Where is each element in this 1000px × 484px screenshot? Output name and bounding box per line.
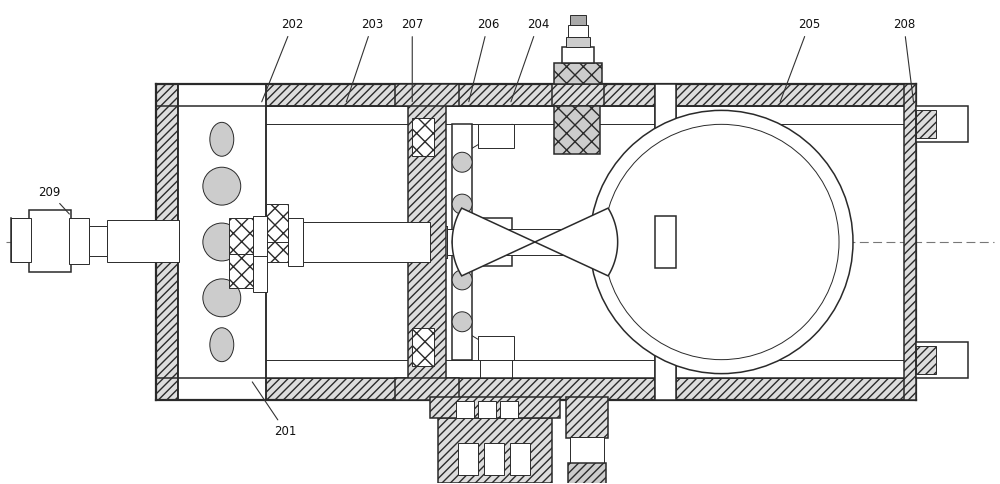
Bar: [253, 256, 267, 292]
Bar: [478, 401, 496, 419]
Text: 206: 206: [469, 18, 499, 102]
Bar: [916, 110, 936, 138]
Bar: [229, 218, 253, 256]
Bar: [478, 124, 514, 148]
Bar: [568, 463, 606, 484]
Circle shape: [452, 194, 472, 214]
Circle shape: [203, 279, 241, 317]
Bar: [303, 222, 430, 262]
Bar: [288, 218, 303, 266]
Text: 204: 204: [511, 18, 549, 102]
Bar: [554, 106, 600, 154]
Bar: [412, 328, 434, 365]
Circle shape: [452, 312, 472, 332]
Bar: [107, 220, 179, 262]
Bar: [156, 84, 916, 106]
Bar: [510, 443, 530, 475]
Bar: [458, 443, 478, 475]
Circle shape: [203, 223, 241, 261]
Bar: [566, 37, 590, 46]
Bar: [156, 106, 916, 124]
Bar: [655, 216, 676, 268]
Text: 202: 202: [262, 18, 304, 102]
Bar: [568, 25, 588, 37]
Bar: [570, 438, 604, 465]
Bar: [253, 216, 267, 260]
Ellipse shape: [210, 122, 234, 156]
Text: 208: 208: [893, 18, 915, 102]
Bar: [500, 401, 518, 419]
Text: 209: 209: [38, 186, 69, 214]
Bar: [484, 443, 504, 475]
Bar: [266, 226, 447, 258]
Text: 201: 201: [252, 382, 297, 438]
Text: 207: 207: [401, 18, 423, 102]
Bar: [478, 336, 514, 360]
Ellipse shape: [210, 328, 234, 362]
Bar: [29, 210, 71, 272]
Bar: [156, 84, 178, 400]
Bar: [552, 84, 604, 106]
Circle shape: [203, 167, 241, 205]
Bar: [570, 15, 586, 25]
Bar: [452, 124, 472, 360]
Bar: [480, 218, 512, 266]
Bar: [412, 119, 434, 156]
Circle shape: [604, 124, 839, 360]
Bar: [904, 84, 916, 400]
Text: 203: 203: [346, 18, 383, 102]
Bar: [916, 346, 936, 374]
Bar: [916, 342, 968, 378]
Bar: [69, 218, 89, 264]
Bar: [156, 378, 916, 400]
Bar: [456, 401, 474, 419]
Bar: [430, 396, 560, 419]
Bar: [156, 360, 916, 378]
Polygon shape: [452, 208, 618, 276]
Bar: [566, 396, 608, 439]
Bar: [11, 218, 31, 262]
Bar: [178, 84, 266, 400]
Circle shape: [452, 232, 472, 252]
Bar: [395, 378, 459, 400]
Bar: [438, 419, 552, 484]
Bar: [107, 232, 179, 250]
Bar: [408, 84, 446, 400]
Circle shape: [452, 270, 472, 290]
Bar: [229, 254, 253, 288]
Circle shape: [590, 110, 853, 374]
Bar: [395, 84, 459, 106]
Bar: [554, 62, 602, 84]
Bar: [266, 222, 288, 262]
Circle shape: [452, 152, 472, 172]
Bar: [562, 46, 594, 62]
Bar: [655, 84, 676, 400]
Bar: [89, 226, 107, 256]
Bar: [447, 229, 659, 255]
Bar: [916, 106, 968, 142]
Text: 205: 205: [780, 18, 820, 102]
Bar: [266, 204, 288, 242]
